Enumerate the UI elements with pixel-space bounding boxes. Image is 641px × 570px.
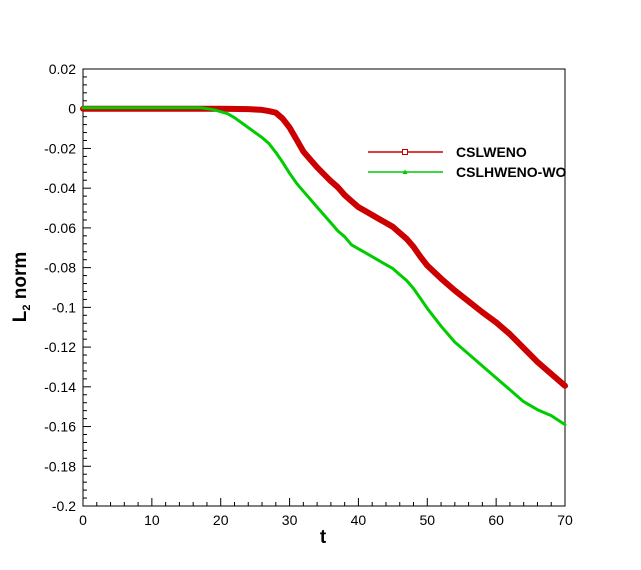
series-layer — [80, 105, 568, 427]
plot-area-border — [82, 68, 566, 507]
y-tick-label: -0.04 — [44, 180, 76, 196]
legend: CSLWENO CSLHWENO-WO — [368, 144, 567, 180]
x-tick-label: 20 — [213, 512, 229, 528]
y-tick-label: -0.2 — [52, 498, 76, 514]
x-tick-label: 40 — [351, 512, 367, 528]
x-tick-label: 70 — [557, 512, 573, 528]
y-axis-label-rest: norm — [10, 252, 31, 305]
legend-marker-cslweno — [402, 149, 408, 155]
y-tick-label: -0.16 — [44, 419, 76, 435]
axes-frame — [82, 68, 566, 507]
series-line-cslhweno-wo — [81, 106, 567, 427]
legend-marker-cslhweno-wo — [402, 169, 408, 174]
x-axis: 0 10 20 30 40 50 60 70 — [79, 498, 573, 528]
x-axis-label: t — [320, 527, 327, 548]
legend-label-cslhweno-wo: CSLHWENO-WO — [456, 164, 567, 180]
series-line-cslweno — [80, 105, 568, 389]
y-tick-label: -0.08 — [44, 260, 76, 276]
y-tick-label: 0 — [68, 101, 76, 117]
x-tick-label: 10 — [144, 512, 160, 528]
x-tick-label: 0 — [79, 512, 87, 528]
y-axis-label-subscript: 2 — [21, 305, 33, 311]
y-tick-label: 0.02 — [49, 61, 76, 77]
x-tick-label: 50 — [419, 512, 435, 528]
y-tick-label: -0.18 — [44, 458, 76, 474]
y-axis: 0.02 0 -0.02 -0.04 -0.06 -0.08 -0.1 -0.12 -0.14 -… — [44, 61, 91, 514]
y-tick-label: -0.12 — [44, 339, 76, 355]
y-tick-label: -0.1 — [52, 299, 76, 315]
x-tick-label: 60 — [488, 512, 504, 528]
y-axis-label-main: L — [10, 310, 31, 322]
y-tick-label: -0.14 — [44, 379, 76, 395]
y-tick-label: -0.02 — [44, 140, 76, 156]
y-tick-label: -0.06 — [44, 220, 76, 236]
legend-label-cslweno: CSLWENO — [456, 144, 527, 160]
x-tick-label: 30 — [282, 512, 298, 528]
y-axis-label: L2 norm — [10, 252, 33, 323]
